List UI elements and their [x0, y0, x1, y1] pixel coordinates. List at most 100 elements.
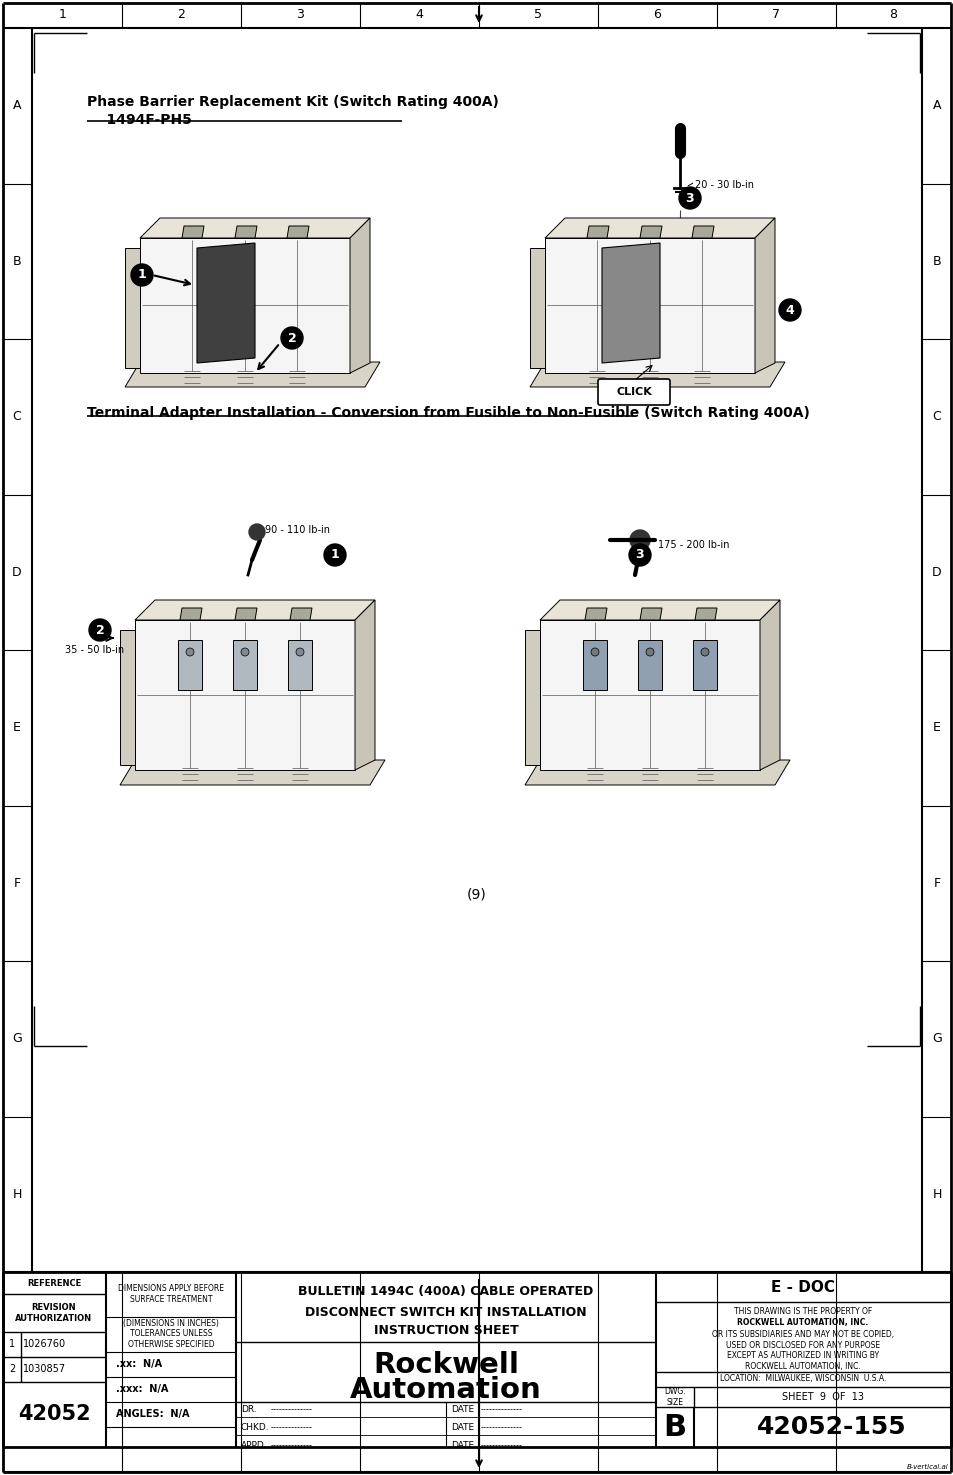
Polygon shape [639, 608, 661, 620]
Polygon shape [524, 760, 789, 785]
Text: DATE: DATE [451, 1423, 474, 1432]
Text: LOCATION:  MILWAUKEE, WISCONSIN  U.S.A.: LOCATION: MILWAUKEE, WISCONSIN U.S.A. [720, 1375, 885, 1384]
Polygon shape [178, 640, 202, 690]
Polygon shape [135, 600, 375, 620]
Text: 4: 4 [785, 304, 794, 317]
Polygon shape [638, 640, 661, 690]
Text: THIS DRAWING IS THE PROPERTY OF: THIS DRAWING IS THE PROPERTY OF [733, 1307, 871, 1317]
Polygon shape [135, 620, 355, 770]
Text: B: B [662, 1413, 686, 1441]
Polygon shape [125, 248, 140, 367]
Circle shape [700, 648, 708, 656]
Text: DATE: DATE [451, 1441, 474, 1450]
Text: CLICK: CLICK [616, 386, 651, 397]
Text: USED OR DISCLOSED FOR ANY PURPOSE: USED OR DISCLOSED FOR ANY PURPOSE [725, 1341, 879, 1350]
Polygon shape [233, 640, 256, 690]
Text: DIMENSIONS APPLY BEFORE
SURFACE TREATMENT: DIMENSIONS APPLY BEFORE SURFACE TREATMEN… [118, 1285, 224, 1304]
Text: DR.: DR. [241, 1406, 256, 1415]
Polygon shape [539, 600, 780, 620]
Text: E - DOC: E - DOC [770, 1279, 834, 1295]
Polygon shape [754, 218, 774, 373]
Text: G: G [12, 1032, 22, 1046]
Text: Phase Barrier Replacement Kit (Switch Rating 400A): Phase Barrier Replacement Kit (Switch Ra… [87, 94, 498, 109]
Polygon shape [288, 640, 312, 690]
Polygon shape [287, 226, 309, 237]
Text: ANGLES:  N/A: ANGLES: N/A [116, 1409, 190, 1419]
Text: ROCKWELL AUTOMATION, INC.: ROCKWELL AUTOMATION, INC. [744, 1363, 860, 1372]
Polygon shape [544, 237, 754, 373]
Text: 3: 3 [635, 549, 643, 562]
Text: F: F [932, 876, 940, 889]
Text: --------------: -------------- [480, 1441, 522, 1450]
Text: EXCEPT AS AUTHORIZED IN WRITING BY: EXCEPT AS AUTHORIZED IN WRITING BY [726, 1351, 878, 1360]
Polygon shape [355, 600, 375, 770]
Text: DWG.
SIZE: DWG. SIZE [663, 1388, 685, 1407]
Polygon shape [234, 608, 256, 620]
Text: 1: 1 [9, 1339, 15, 1350]
Text: H: H [12, 1187, 22, 1201]
Polygon shape [125, 361, 379, 386]
Text: --------------: -------------- [271, 1423, 313, 1432]
Polygon shape [180, 608, 202, 620]
Text: D: D [931, 566, 941, 578]
Text: (DIMENSIONS IN INCHES)
TOLERANCES UNLESS
OTHERWISE SPECIFIED: (DIMENSIONS IN INCHES) TOLERANCES UNLESS… [123, 1319, 218, 1350]
Text: F: F [13, 876, 21, 889]
Polygon shape [539, 620, 760, 770]
Text: (9): (9) [467, 888, 486, 903]
Polygon shape [290, 608, 312, 620]
Text: --------------: -------------- [271, 1406, 313, 1415]
Polygon shape [530, 248, 544, 367]
Polygon shape [234, 226, 256, 237]
Text: DISCONNECT SWITCH KIT INSTALLATION: DISCONNECT SWITCH KIT INSTALLATION [305, 1305, 586, 1319]
Text: BULLETIN 1494C (400A) CABLE OPERATED: BULLETIN 1494C (400A) CABLE OPERATED [298, 1286, 593, 1298]
Polygon shape [140, 218, 370, 237]
Text: 1026760: 1026760 [23, 1339, 66, 1350]
Text: 6: 6 [653, 7, 660, 21]
Circle shape [779, 299, 801, 322]
Text: SHEET  9  OF  13: SHEET 9 OF 13 [781, 1392, 863, 1403]
Polygon shape [586, 226, 608, 237]
Text: Terminal Adapter Installation - Conversion from Fusible to Non-Fusible (Switch R: Terminal Adapter Installation - Conversi… [87, 406, 809, 420]
Polygon shape [544, 218, 774, 237]
Polygon shape [120, 630, 135, 766]
Text: E: E [932, 721, 940, 735]
Text: D: D [12, 566, 22, 578]
Text: G: G [931, 1032, 941, 1046]
Text: B: B [12, 255, 21, 268]
Text: CHKD.: CHKD. [241, 1423, 270, 1432]
Text: 90 - 110 lb-in: 90 - 110 lb-in [265, 525, 330, 535]
Text: --------------: -------------- [480, 1406, 522, 1415]
Circle shape [629, 530, 649, 550]
Text: REFERENCE: REFERENCE [27, 1279, 81, 1288]
Text: --------------: -------------- [480, 1423, 522, 1432]
Text: C: C [12, 410, 21, 423]
Polygon shape [639, 226, 661, 237]
Text: Rockwell: Rockwell [373, 1351, 518, 1379]
Polygon shape [582, 640, 606, 690]
Text: Automation: Automation [350, 1376, 541, 1404]
Polygon shape [196, 243, 254, 363]
Text: 35 - 50 lb-in: 35 - 50 lb-in [65, 645, 124, 655]
Circle shape [89, 620, 111, 642]
Text: .xx:  N/A: .xx: N/A [116, 1358, 162, 1369]
Text: 20 - 30 lb-in: 20 - 30 lb-in [695, 180, 753, 190]
Text: 3: 3 [685, 192, 694, 205]
Polygon shape [524, 630, 539, 766]
FancyBboxPatch shape [598, 379, 669, 406]
Text: H: H [931, 1187, 941, 1201]
Text: E: E [13, 721, 21, 735]
Text: 5: 5 [534, 7, 542, 21]
Text: 7: 7 [772, 7, 780, 21]
Text: 2: 2 [95, 624, 104, 637]
Polygon shape [182, 226, 204, 237]
Text: 2: 2 [287, 332, 296, 345]
Circle shape [628, 544, 650, 566]
Circle shape [295, 648, 304, 656]
Text: 3: 3 [296, 7, 304, 21]
Text: INSTRUCTION SHEET: INSTRUCTION SHEET [374, 1323, 517, 1336]
Circle shape [324, 544, 346, 566]
Polygon shape [692, 640, 717, 690]
Text: 4: 4 [416, 7, 423, 21]
Polygon shape [760, 600, 780, 770]
Text: .xxx:  N/A: .xxx: N/A [116, 1384, 168, 1394]
